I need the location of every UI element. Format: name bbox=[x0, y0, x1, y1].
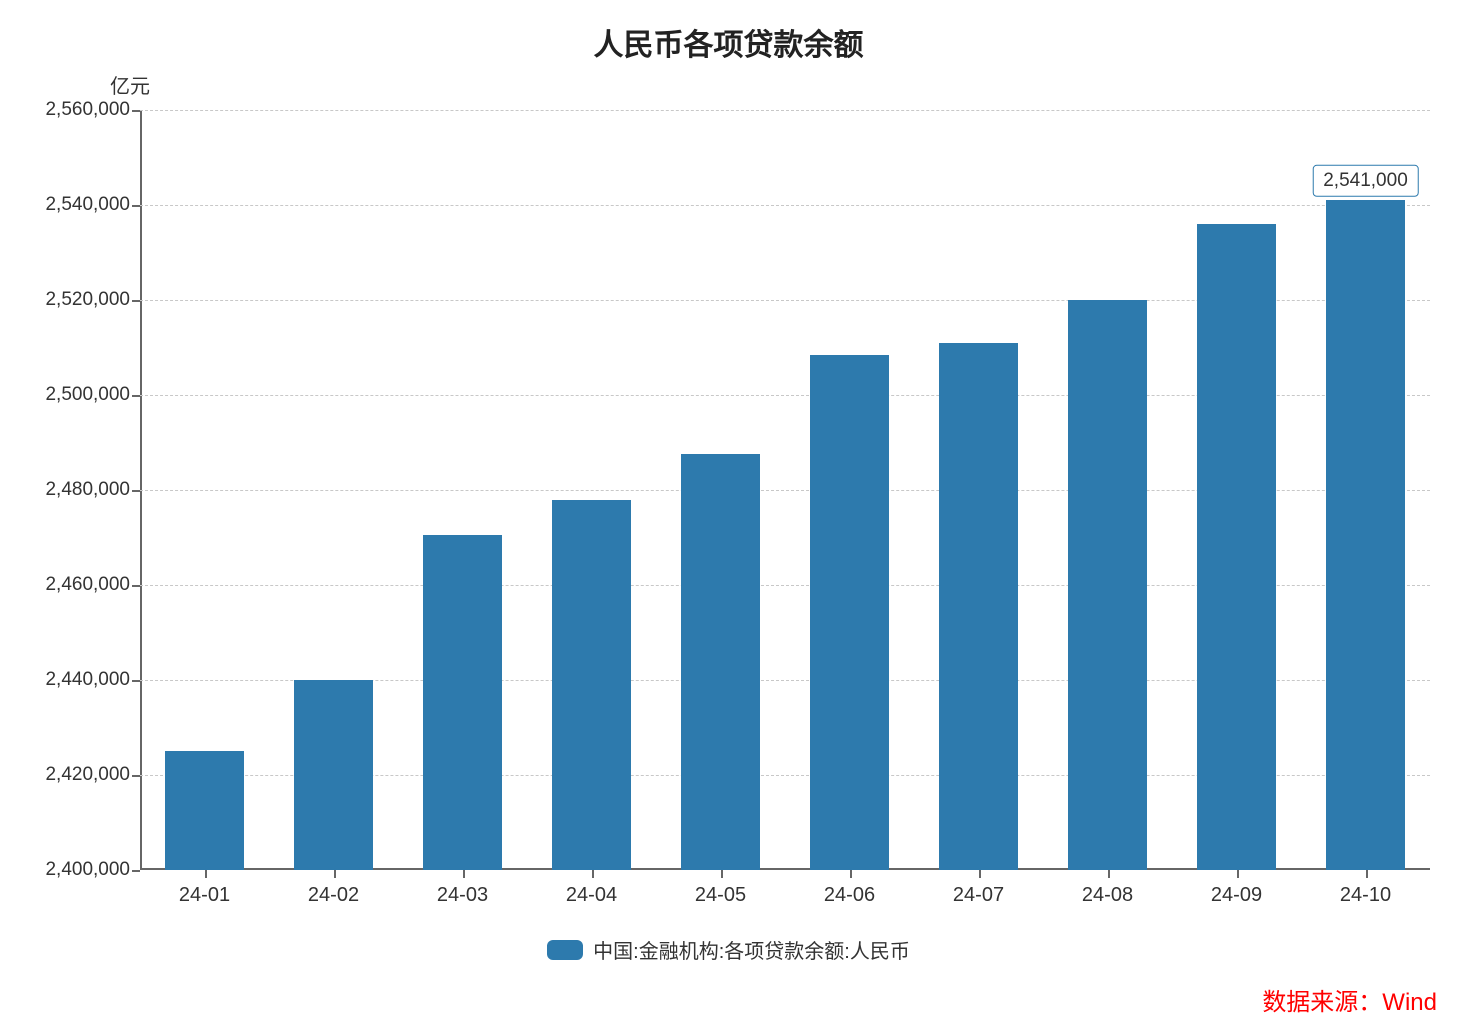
x-tick-label: 24-05 bbox=[695, 870, 746, 907]
y-tick-label: 2,500,000 bbox=[45, 384, 140, 406]
y-tick-label: 2,460,000 bbox=[45, 574, 140, 596]
bar bbox=[1068, 300, 1148, 870]
legend: 中国:金融机构:各项贷款余额:人民币 bbox=[0, 935, 1457, 964]
bar bbox=[1197, 224, 1277, 870]
x-tick-label: 24-08 bbox=[1082, 870, 1133, 907]
x-tick-label: 24-01 bbox=[179, 870, 230, 907]
x-tick-label: 24-02 bbox=[308, 870, 359, 907]
y-tick-label: 2,560,000 bbox=[45, 99, 140, 121]
x-tick-label: 24-04 bbox=[566, 870, 617, 907]
chart-title: 人民币各项贷款余额 bbox=[0, 20, 1457, 64]
x-tick-label: 24-06 bbox=[824, 870, 875, 907]
bar bbox=[423, 535, 503, 870]
x-tick-label: 24-07 bbox=[953, 870, 1004, 907]
grid-line bbox=[140, 110, 1430, 111]
bar bbox=[810, 355, 890, 870]
bar bbox=[939, 343, 1019, 870]
y-axis-unit: 亿元 bbox=[110, 70, 150, 99]
y-tick-label: 2,480,000 bbox=[45, 479, 140, 501]
y-tick-label: 2,400,000 bbox=[45, 859, 140, 881]
bar bbox=[165, 751, 245, 870]
bar-value-label: 2,541,000 bbox=[1312, 165, 1419, 197]
x-tick-label: 24-10 bbox=[1340, 870, 1391, 907]
bar bbox=[681, 454, 761, 870]
bar bbox=[1326, 200, 1406, 870]
y-tick-label: 2,520,000 bbox=[45, 289, 140, 311]
grid-line bbox=[140, 205, 1430, 206]
legend-swatch bbox=[547, 940, 583, 960]
plot-area: 2,400,0002,420,0002,440,0002,460,0002,48… bbox=[140, 110, 1430, 870]
y-tick-label: 2,440,000 bbox=[45, 669, 140, 691]
x-tick-label: 24-03 bbox=[437, 870, 488, 907]
bar bbox=[552, 500, 632, 871]
legend-label: 中国:金融机构:各项贷款余额:人民币 bbox=[593, 935, 910, 964]
data-source-label: 数据来源：Wind bbox=[1262, 982, 1437, 1017]
x-tick-label: 24-09 bbox=[1211, 870, 1262, 907]
bar bbox=[294, 680, 374, 870]
y-tick-label: 2,420,000 bbox=[45, 764, 140, 786]
y-tick-label: 2,540,000 bbox=[45, 194, 140, 216]
